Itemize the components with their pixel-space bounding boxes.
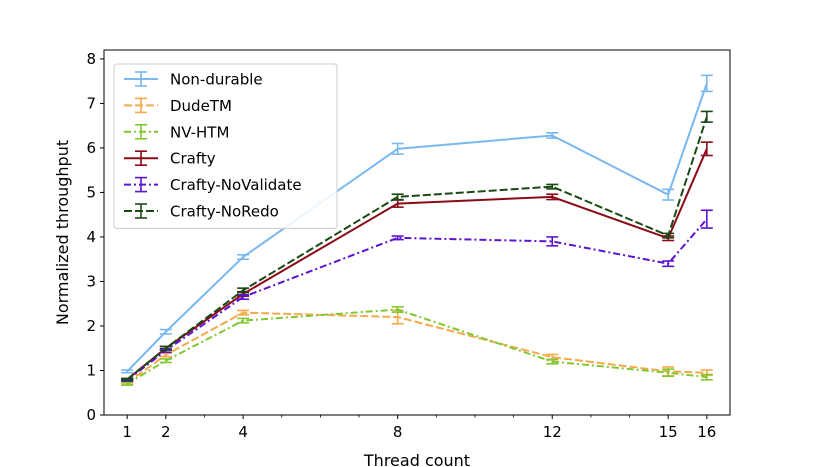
error-bar (662, 368, 675, 378)
error-bar (662, 260, 675, 268)
x-tick-label: 15 (659, 423, 678, 441)
y-tick-label: 6 (86, 139, 96, 157)
error-bar (237, 287, 250, 294)
y-tick-label: 5 (86, 183, 96, 201)
error-bar (662, 232, 675, 239)
x-tick-label: 4 (238, 423, 248, 441)
error-bar (121, 369, 134, 374)
series-line (126, 308, 707, 385)
legend-item: Crafty-NoRedo (124, 203, 279, 221)
error-bar (237, 253, 250, 261)
legend-label: Crafty-NoValidate (170, 176, 302, 194)
legend-label: Crafty-NoRedo (170, 203, 279, 221)
y-tick-label: 0 (86, 406, 96, 424)
y-tick-label: 8 (86, 50, 96, 68)
error-bar (121, 377, 134, 382)
error-bar (391, 142, 404, 155)
error-bar (546, 236, 559, 247)
error-bar (237, 309, 250, 316)
error-bar (237, 294, 250, 301)
y-tick-label: 1 (86, 361, 96, 379)
x-tick-label: 16 (697, 423, 716, 441)
error-bar (546, 358, 559, 365)
error-bar (237, 317, 250, 324)
error-bar (700, 373, 713, 381)
series-non-durable (121, 74, 713, 374)
error-bar (391, 306, 404, 313)
x-axis-label: Thread count (363, 451, 470, 467)
series-dudetm (121, 309, 713, 386)
error-bar (700, 141, 713, 157)
x-tick-label: 2 (161, 423, 171, 441)
series-crafty-noredo (121, 110, 713, 382)
error-bar (546, 183, 559, 190)
legend-label: Non-durable (170, 71, 263, 89)
series-crafty-novalidate (121, 209, 713, 382)
legend-item: NV-HTM (124, 123, 229, 141)
y-axis-label: Normalized throughput (53, 140, 72, 325)
x-tick-label: 1 (122, 423, 132, 441)
error-bar (546, 131, 559, 139)
error-bar (159, 328, 172, 335)
legend-label: Crafty (170, 150, 216, 168)
plot-area (121, 74, 713, 386)
series-line (126, 218, 708, 382)
y-tick-label: 4 (86, 228, 96, 246)
legend-item: Crafty-NoValidate (124, 176, 302, 194)
plot-frame (103, 49, 731, 416)
y-tick-label: 3 (86, 272, 96, 290)
error-bar (662, 188, 675, 201)
error-bar (700, 110, 713, 123)
error-bar (391, 235, 404, 241)
error-bar (159, 345, 172, 351)
legend-item: Crafty (124, 150, 216, 168)
x-tick-label: 8 (393, 423, 403, 441)
series-line (126, 311, 707, 384)
legend-item: DudeTM (124, 97, 232, 115)
legend-item: Non-durable (124, 71, 263, 89)
error-bar (159, 352, 172, 358)
x-tick-label: 12 (543, 423, 562, 441)
error-bar (159, 358, 172, 364)
legend-box (113, 63, 338, 229)
error-bar (700, 74, 713, 93)
legend-label: DudeTM (170, 97, 232, 115)
error-bar (121, 381, 134, 386)
error-bar (700, 209, 713, 229)
y-tick-label: 2 (86, 317, 96, 335)
legend: Non-durable DudeTM NV-HTM Crafty Crafty-NoVa… (113, 63, 338, 229)
error-bar (546, 193, 559, 201)
error-bar (391, 193, 404, 201)
y-tick-label: 7 (86, 94, 96, 112)
legend-label: NV-HTM (170, 123, 229, 141)
series-nv-htm (121, 306, 713, 386)
